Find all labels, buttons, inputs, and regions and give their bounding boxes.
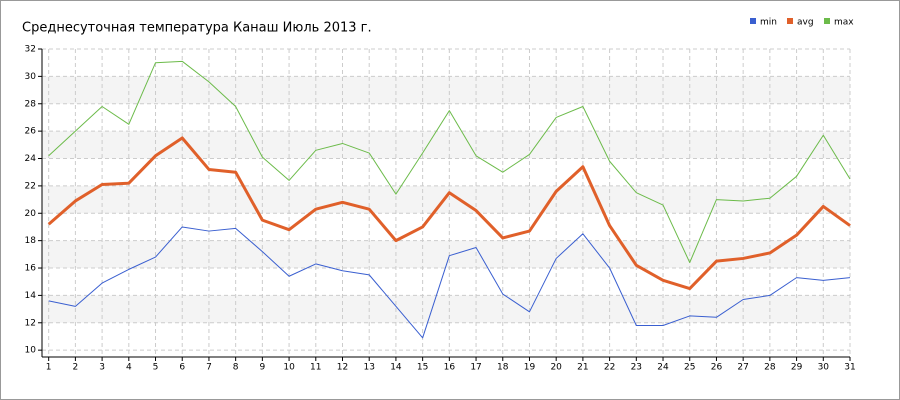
y-tick-label: 28 xyxy=(25,99,37,109)
x-tick-label: 5 xyxy=(153,363,159,373)
x-tick-label: 9 xyxy=(259,363,265,373)
x-tick-label: 8 xyxy=(233,363,239,373)
legend-label: min xyxy=(760,18,777,28)
series-line xyxy=(47,136,851,291)
x-tick-label: 21 xyxy=(577,363,588,373)
x-tick-label: 14 xyxy=(390,363,402,373)
x-tick-label: 25 xyxy=(684,363,695,373)
series-line xyxy=(48,60,851,264)
y-tick-label: 12 xyxy=(25,318,36,328)
grid-band xyxy=(42,76,850,104)
x-tick-label: 6 xyxy=(179,363,185,373)
x-tick-label: 23 xyxy=(631,363,642,373)
x-tick-label: 16 xyxy=(444,363,456,373)
y-tick-label: 32 xyxy=(25,45,36,55)
x-tick-label: 30 xyxy=(818,363,830,373)
x-tick-label: 28 xyxy=(764,363,776,373)
x-tick-label: 7 xyxy=(206,363,212,373)
y-tick-label: 10 xyxy=(25,346,37,356)
x-tick-label: 2 xyxy=(73,363,79,373)
y-tick-label: 30 xyxy=(25,72,37,82)
x-tick-label: 19 xyxy=(524,363,536,373)
x-tick-label: 17 xyxy=(470,363,481,373)
y-tick-label: 22 xyxy=(25,181,36,191)
y-tick-label: 20 xyxy=(25,209,37,219)
x-tick-label: 1 xyxy=(46,363,52,373)
x-tick-label: 24 xyxy=(657,363,669,373)
legend-swatch xyxy=(750,18,756,24)
x-tick-label: 3 xyxy=(99,363,105,373)
y-tick-label: 24 xyxy=(25,154,37,164)
legend-swatch xyxy=(787,18,793,24)
x-tick-label: 12 xyxy=(337,363,348,373)
y-tick-label: 18 xyxy=(25,236,37,246)
x-tick-label: 18 xyxy=(497,363,509,373)
x-tick-label: 11 xyxy=(310,363,321,373)
x-tick-label: 15 xyxy=(417,363,428,373)
x-tick-label: 13 xyxy=(363,363,374,373)
grid-band xyxy=(42,240,850,269)
grid-band xyxy=(42,295,850,323)
x-tick-label: 10 xyxy=(283,363,295,373)
y-tick-label: 26 xyxy=(25,127,37,137)
x-tick-label: 27 xyxy=(737,363,748,373)
x-tick-label: 20 xyxy=(550,363,562,373)
x-tick-label: 31 xyxy=(844,363,855,373)
y-tick-label: 16 xyxy=(25,264,37,274)
y-tick-label: 14 xyxy=(25,291,37,301)
legend-swatch xyxy=(824,18,830,24)
legend-label: avg xyxy=(797,18,814,28)
x-tick-label: 26 xyxy=(711,363,723,373)
series-line xyxy=(48,226,851,339)
grid-band xyxy=(42,131,850,159)
x-tick-label: 29 xyxy=(791,363,803,373)
legend-label: max xyxy=(834,18,854,28)
chart-title: Среднесуточная температура Канаш Июль 20… xyxy=(22,21,372,36)
x-tick-label: 22 xyxy=(604,363,615,373)
x-tick-label: 4 xyxy=(126,363,132,373)
grid-band xyxy=(42,185,850,214)
